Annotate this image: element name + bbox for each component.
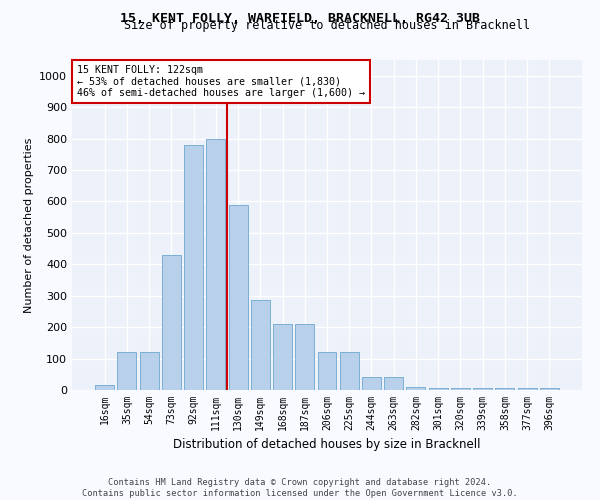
- Bar: [496, 388, 514, 390]
- Bar: [184, 145, 203, 390]
- Bar: [251, 300, 270, 390]
- Bar: [362, 378, 381, 390]
- X-axis label: Distribution of detached houses by size in Bracknell: Distribution of detached houses by size …: [173, 438, 481, 452]
- Title: Size of property relative to detached houses in Bracknell: Size of property relative to detached ho…: [124, 20, 530, 32]
- Bar: [429, 388, 448, 390]
- Bar: [317, 352, 337, 390]
- Bar: [118, 352, 136, 390]
- Y-axis label: Number of detached properties: Number of detached properties: [23, 138, 34, 312]
- Bar: [95, 386, 114, 390]
- Bar: [162, 255, 181, 390]
- Bar: [518, 388, 536, 390]
- Bar: [295, 324, 314, 390]
- Bar: [451, 388, 470, 390]
- Bar: [273, 324, 292, 390]
- Bar: [406, 387, 425, 390]
- Text: 15 KENT FOLLY: 122sqm
← 53% of detached houses are smaller (1,830)
46% of semi-d: 15 KENT FOLLY: 122sqm ← 53% of detached …: [77, 65, 365, 98]
- Bar: [340, 352, 359, 390]
- Bar: [384, 378, 403, 390]
- Bar: [473, 388, 492, 390]
- Bar: [540, 388, 559, 390]
- Bar: [206, 138, 225, 390]
- Text: Contains HM Land Registry data © Crown copyright and database right 2024.
Contai: Contains HM Land Registry data © Crown c…: [82, 478, 518, 498]
- Bar: [140, 352, 158, 390]
- Text: 15, KENT FOLLY, WARFIELD, BRACKNELL, RG42 3UB: 15, KENT FOLLY, WARFIELD, BRACKNELL, RG4…: [120, 12, 480, 26]
- Bar: [229, 204, 248, 390]
